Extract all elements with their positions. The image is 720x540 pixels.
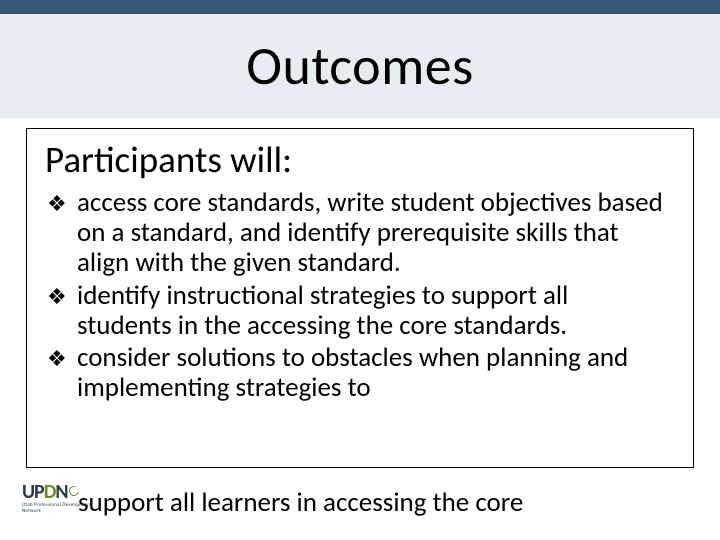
list-item: ❖ access core standards, write student o… [47,188,669,279]
list-item: ❖ identify instructional strategies to s… [47,281,669,341]
slide: Outcomes Participants will: ❖ access cor… [0,0,720,540]
overflow-text: support all learners in accessing the co… [78,488,668,518]
title-band: Outcomes [0,14,720,118]
bullet-text: identify instructional strategies to sup… [77,281,669,341]
list-item: ❖ consider solutions to obstacles when p… [47,343,669,403]
top-accent-bar [0,0,720,14]
slide-title: Outcomes [246,33,474,99]
subtitle: Participants will: [45,137,675,182]
bullet-icon: ❖ [47,343,77,373]
logo-subtext: Utah Professional Development Network [22,502,94,514]
swirl-icon [67,484,81,498]
bullet-text: access core standards, write student obj… [77,188,669,279]
logo-main-text: UPDN [22,483,94,501]
bullet-icon: ❖ [47,188,77,218]
bullet-list: ❖ access core standards, write student o… [45,188,675,404]
content-box: Participants will: ❖ access core standar… [26,128,694,468]
bullet-icon: ❖ [47,281,77,311]
bullet-text: consider solutions to obstacles when pla… [77,343,669,403]
logo: UPDN Utah Professional Development Netwo… [22,483,94,514]
